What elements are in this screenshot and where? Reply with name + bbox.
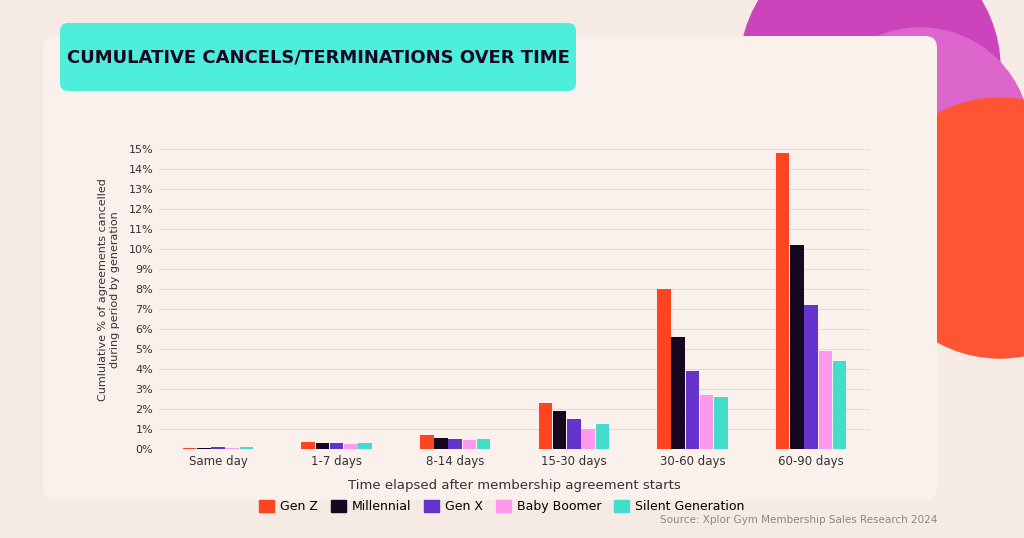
Bar [197,448,211,449]
Bar [344,444,357,449]
Bar [567,419,581,449]
Bar [449,439,462,449]
Bar [818,351,833,449]
Bar [211,447,225,449]
Bar [539,403,552,449]
Bar [358,443,372,449]
Bar [714,397,728,449]
Bar [804,305,818,449]
Bar [183,448,197,449]
Bar [434,438,447,449]
Bar [596,424,609,449]
Text: CUMULATIVE CANCELS/TERMINATIONS OVER TIME: CUMULATIVE CANCELS/TERMINATIONS OVER TIM… [67,48,569,66]
Y-axis label: Cumlulative % of agreements cancelled
during period by generation: Cumlulative % of agreements cancelled du… [98,178,120,401]
Circle shape [870,98,1024,358]
Circle shape [740,0,1000,198]
Bar [582,429,595,449]
Bar [330,443,343,449]
Bar [686,371,699,449]
Bar [672,337,685,449]
Bar [553,411,566,449]
Bar [301,442,315,449]
Bar [700,395,714,449]
Circle shape [810,28,1024,248]
X-axis label: Time elapsed after membership agreement starts: Time elapsed after membership agreement … [348,479,681,492]
Bar [463,440,476,449]
FancyBboxPatch shape [43,36,937,500]
Legend: Gen Z, Millennial, Gen X, Baby Boomer, Silent Generation: Gen Z, Millennial, Gen X, Baby Boomer, S… [254,495,750,518]
Bar [225,448,239,449]
FancyBboxPatch shape [60,23,575,91]
Bar [477,439,490,449]
Bar [315,443,329,449]
Bar [240,447,253,449]
Text: Source: Xplor Gym Membership Sales Research 2024: Source: Xplor Gym Membership Sales Resea… [659,514,937,525]
Bar [833,361,846,449]
Bar [657,289,671,449]
Bar [791,245,804,449]
Bar [776,153,790,449]
Bar [420,435,433,449]
